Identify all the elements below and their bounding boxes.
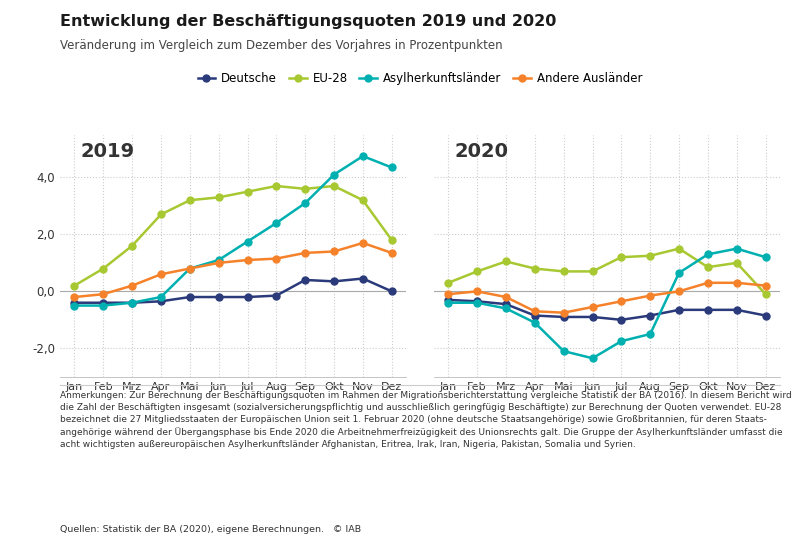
Text: Entwicklung der Beschäftigungsquoten 2019 und 2020: Entwicklung der Beschäftigungsquoten 201… (60, 14, 556, 29)
Text: Anmerkungen: Zur Berechnung der Beschäftigungsquoten im Rahmen der Migrationsber: Anmerkungen: Zur Berechnung der Beschäft… (60, 390, 792, 449)
Text: Veränderung im Vergleich zum Dezember des Vorjahres in Prozentpunkten: Veränderung im Vergleich zum Dezember de… (60, 39, 502, 52)
Text: Quellen: Statistik der BA (2020), eigene Berechnungen.   © IAB: Quellen: Statistik der BA (2020), eigene… (60, 525, 361, 534)
Text: 2020: 2020 (454, 142, 509, 161)
Legend: Deutsche, EU-28, Asylherkunftsländer, Andere Ausländer: Deutsche, EU-28, Asylherkunftsländer, An… (193, 68, 647, 90)
Text: 2019: 2019 (81, 142, 135, 161)
